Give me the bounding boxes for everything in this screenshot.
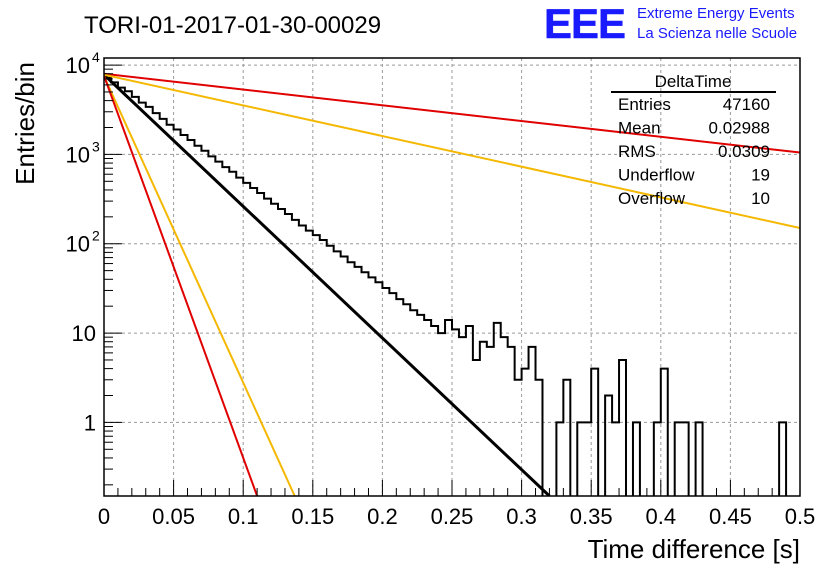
stats-row-label: Overflow — [618, 189, 686, 208]
x-tick-label: 0.45 — [709, 504, 752, 529]
y-tick-label: 10 — [72, 321, 96, 346]
x-tick-label: 0.1 — [228, 504, 259, 529]
chart-title: TORI-01-2017-01-30-00029 — [84, 12, 381, 39]
x-tick-label: 0.15 — [291, 504, 334, 529]
stats-row-value: 19 — [751, 166, 770, 185]
stats-row-label: Entries — [618, 95, 671, 114]
stats-row-value: 47160 — [723, 95, 770, 114]
stats-row-label: Underflow — [618, 166, 695, 185]
x-tick-label: 0.3 — [506, 504, 537, 529]
x-tick-label: 0.05 — [152, 504, 195, 529]
y-axis-label: Entries/bin — [10, 62, 40, 185]
x-tick-label: 0.2 — [367, 504, 398, 529]
series-line-2 — [104, 73, 800, 229]
y-tick-exponent: 3 — [92, 138, 100, 154]
series-line-4 — [104, 75, 259, 496]
stats-row-value: 10 — [751, 189, 770, 208]
y-tick-label: 10 — [66, 142, 90, 167]
y-tick-exponent: 2 — [92, 228, 100, 244]
histogram-bars — [104, 76, 788, 496]
x-tick-label: 0.4 — [646, 504, 677, 529]
eee-logo: EEE — [544, 0, 625, 47]
stats-row-label: RMS — [618, 142, 656, 161]
series-line-3 — [104, 75, 296, 496]
y-tick-label: 10 — [66, 53, 90, 78]
stats-row-label: Mean — [618, 119, 661, 138]
x-tick-label: 0.25 — [431, 504, 474, 529]
logo-line-2: La Scienza nelle Scuole — [637, 25, 797, 42]
y-tick-label: 1 — [84, 410, 96, 435]
y-tick-label: 10 — [66, 232, 90, 257]
stats-row-value: 0.0309 — [718, 142, 770, 161]
stats-rows: Entries 47160 Mean 0.02988 RMS 0.0309 Underflo… — [618, 95, 770, 208]
x-tick-label: 0 — [98, 504, 110, 529]
x-tick-label: 0.35 — [570, 504, 613, 529]
stats-box: DeltaTime Entries 47160 Mean 0.02988 RMS 0.03… — [611, 72, 776, 208]
series-line-1 — [104, 72, 800, 154]
y-tick-exponent: 4 — [92, 49, 100, 65]
x-tick-label: 0.5 — [785, 504, 816, 529]
logo-line-1: Extreme Energy Events — [637, 5, 795, 22]
plot-area — [104, 72, 800, 496]
x-axis-label: Time difference [s] — [588, 534, 800, 564]
series-line-0 — [104, 73, 551, 496]
axes: 0 0.05 0.1 0.15 0.2 0.25 0.3 0.35 0.4 0.45 0.5 1 10 1… — [66, 49, 816, 529]
stats-row-value: 0.02988 — [709, 119, 770, 138]
stats-box-title: DeltaTime — [655, 72, 732, 91]
